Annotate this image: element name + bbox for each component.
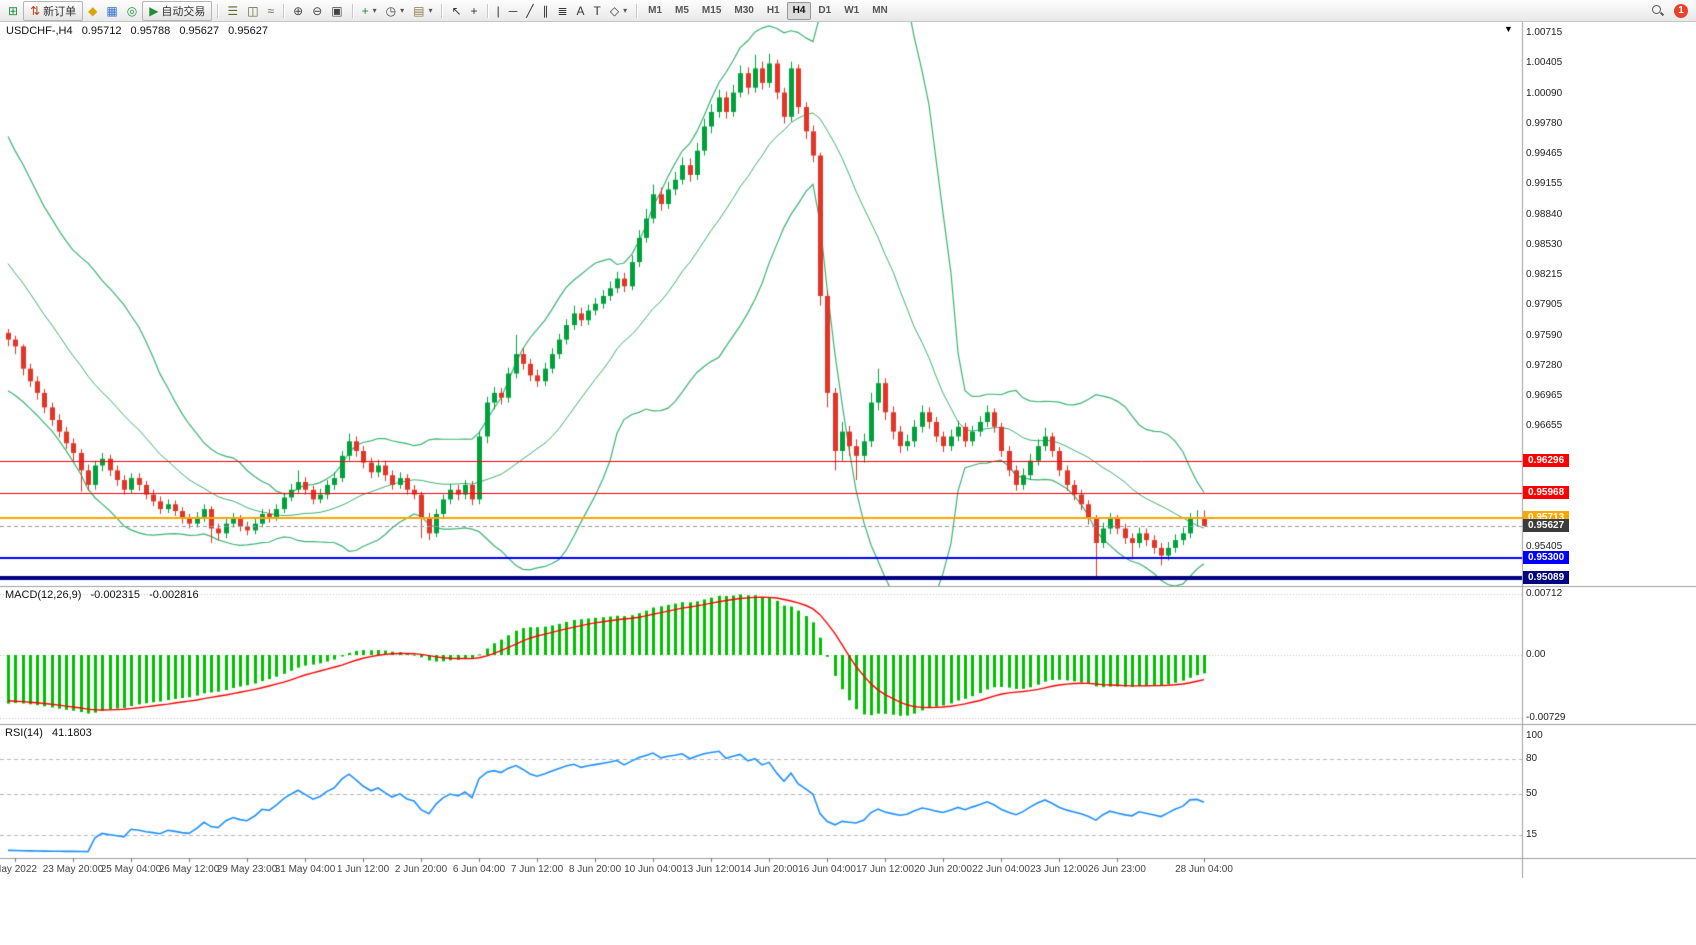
dropdown-caret-icon: ▾ [428, 6, 433, 15]
chart-window: USDCHF-,H4 0.95712 0.95788 0.95627 0.956… [0, 22, 1696, 945]
zoom-out-icon: ⊖ [312, 3, 323, 18]
timeframe-h4-button[interactable]: H4 [786, 1, 812, 20]
toolbar-right: 1 [1651, 3, 1692, 18]
timeframe-h1-button[interactable]: H1 [766, 4, 780, 16]
text-icon: A [576, 3, 585, 18]
toolbar-separator [283, 3, 285, 18]
chart-candles-icon: ◫ [247, 3, 259, 18]
new-order-button-label: 新订单 [43, 5, 77, 18]
zoom-in-icon: ⊕ [293, 3, 304, 18]
templates-button[interactable]: ▤ ▾ [409, 1, 436, 21]
crosshair-button[interactable]: + [467, 1, 482, 21]
dropdown-caret-icon: ▾ [372, 6, 377, 15]
autotrading-button-label: 自动交易 [161, 5, 206, 18]
trendline-button[interactable]: ╱ [522, 1, 537, 21]
chart-bars-icon: ☰ [227, 3, 239, 18]
timeframe-mn-button[interactable]: MN [872, 4, 888, 16]
toolbar-separator [441, 3, 443, 18]
scroll-to-end-marker[interactable]: ▼ [1504, 24, 1513, 34]
label-icon: T [593, 3, 601, 18]
horizontal-line-icon: ─ [508, 3, 518, 18]
zoom-out-button[interactable]: ⊖ [308, 1, 326, 21]
fibonacci-icon: ≣ [557, 3, 568, 18]
toolbar-separator [217, 3, 219, 18]
chart-canvas[interactable] [0, 22, 1696, 878]
help-button[interactable]: ◎ [123, 1, 141, 21]
timeframe-m15-button[interactable]: M15 [701, 4, 722, 16]
toolbar: ⊞ ⇅ 新订单 ◆ ▦ ◎ ▶ 自动交易 ☰ ◫ ≈ ⊕ ⊖ ▣ + ▾ ◷ ▾ ▤ ▾ ↖ + | ─ ╱ ∥ ≣ A T ◇ ▾ M1 M5… [0, 0, 1696, 22]
help-icon: ◎ [126, 3, 138, 18]
notification-badge[interactable]: 1 [1674, 3, 1688, 18]
toolbar-separator [486, 3, 488, 18]
indicators-button[interactable]: + ▾ [358, 1, 381, 21]
timeframe-m1-button[interactable]: M1 [648, 4, 663, 16]
price-tag-0.96296[interactable]: 0.96296 [1523, 454, 1570, 467]
cursor-button[interactable]: ↖ [447, 1, 465, 21]
trendline-icon: ╱ [526, 3, 534, 18]
timeframe-m30-button[interactable]: M30 [734, 4, 754, 16]
templates-icon: ▤ [413, 3, 425, 18]
vertical-line-button[interactable]: | [493, 1, 504, 21]
new-chart-icon: ⊞ [8, 3, 19, 18]
autotrading-icon: ▶ [149, 3, 159, 18]
channel-button[interactable]: ∥ [538, 1, 552, 21]
search-icon[interactable] [1651, 4, 1664, 17]
price-tag-0.95089[interactable]: 0.95089 [1523, 571, 1570, 584]
channel-icon: ∥ [542, 3, 549, 18]
new-chart-button[interactable]: ⊞ [4, 1, 22, 21]
cursor-icon: ↖ [451, 3, 462, 18]
tile-windows-icon: ▣ [331, 3, 343, 18]
timeframe-w1-button[interactable]: W1 [844, 4, 860, 16]
shapes-button[interactable]: ◇ ▾ [606, 1, 631, 21]
chart-line-icon: ≈ [267, 3, 275, 18]
tile-windows-button[interactable]: ▣ [327, 1, 346, 21]
periods-button[interactable]: ◷ ▾ [382, 1, 409, 21]
toolbar-buttons: ⊞ ⇅ 新订单 ◆ ▦ ◎ ▶ 自动交易 ☰ ◫ ≈ ⊕ ⊖ ▣ + ▾ ◷ ▾ ▤ ▾ ↖ + | ─ ╱ ∥ ≣ A T ◇ ▾ M1 M5… [4, 0, 894, 21]
chart-candles-button[interactable]: ◫ [243, 1, 262, 21]
indicators-icon: + [361, 3, 369, 18]
label-button[interactable]: T [590, 1, 605, 21]
timeframe-m5-button[interactable]: M5 [675, 4, 689, 16]
dropdown-caret-icon: ▾ [400, 6, 405, 15]
vertical-line-icon: | [496, 3, 500, 18]
periods-icon: ◷ [385, 3, 397, 18]
fibonacci-button[interactable]: ≣ [553, 1, 571, 21]
toolbar-separator [636, 3, 638, 18]
new-order-button[interactable]: ⇅ 新订单 [23, 0, 84, 21]
metaeditor-button[interactable]: ◆ [84, 1, 101, 21]
shapes-icon: ◇ [609, 3, 620, 18]
autotrading-button[interactable]: ▶ 自动交易 [142, 0, 213, 21]
text-button[interactable]: A [573, 1, 589, 21]
price-tag-0.95300[interactable]: 0.95300 [1523, 551, 1570, 564]
new-order-icon: ⇅ [30, 3, 41, 18]
metaeditor-icon: ◆ [88, 3, 98, 18]
crosshair-icon: + [470, 3, 478, 18]
horizontal-line-button[interactable]: ─ [505, 1, 522, 21]
price-tag-0.95627[interactable]: 0.95627 [1523, 519, 1570, 532]
price-tag-0.95968[interactable]: 0.95968 [1523, 486, 1570, 499]
timeframe-d1-button[interactable]: D1 [818, 4, 832, 16]
market-icon: ▦ [106, 3, 118, 18]
chart-bars-button[interactable]: ☰ [223, 1, 242, 21]
zoom-in-button[interactable]: ⊕ [289, 1, 307, 21]
market-button[interactable]: ▦ [102, 1, 121, 21]
dropdown-caret-icon: ▾ [623, 6, 628, 15]
toolbar-separator [351, 3, 353, 18]
chart-line-button[interactable]: ≈ [264, 1, 279, 21]
